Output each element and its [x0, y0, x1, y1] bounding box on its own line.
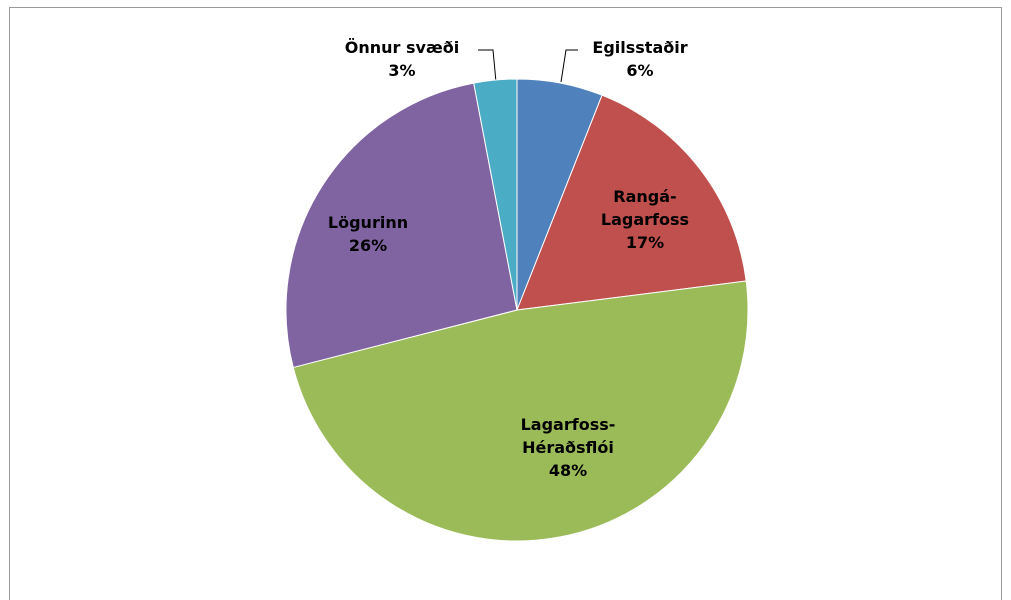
pie-slice [516, 94, 747, 311]
slice-label: Lagarfoss-Héraðsflói 48% [508, 413, 628, 483]
pie-slice [285, 82, 518, 369]
value-label: 48% [548, 461, 588, 481]
pie-slice [292, 280, 749, 542]
category-label: Lagarfoss-Héraðsflói [520, 415, 616, 458]
category-label: Egilsstaðir [592, 37, 688, 57]
pie-slice [473, 78, 518, 311]
category-label: Lögurinn [327, 212, 409, 232]
category-label: Önnur svæði [344, 37, 460, 57]
slice-label: Egilsstaðir 6% [592, 36, 687, 82]
leader-line [478, 49, 497, 83]
slice-label: Lögurinn 26% [308, 211, 428, 257]
value-label: 3% [388, 61, 416, 80]
value-label: 26% [348, 236, 388, 255]
slice-label: Rangá-Lagarfoss 17% [585, 185, 705, 255]
value-label: 6% [626, 61, 654, 80]
slice-label: Önnur svæði 3% [345, 36, 459, 82]
leader-line [560, 49, 578, 83]
value-label: 17% [625, 233, 665, 253]
category-label: Rangá-Lagarfoss [600, 187, 690, 230]
